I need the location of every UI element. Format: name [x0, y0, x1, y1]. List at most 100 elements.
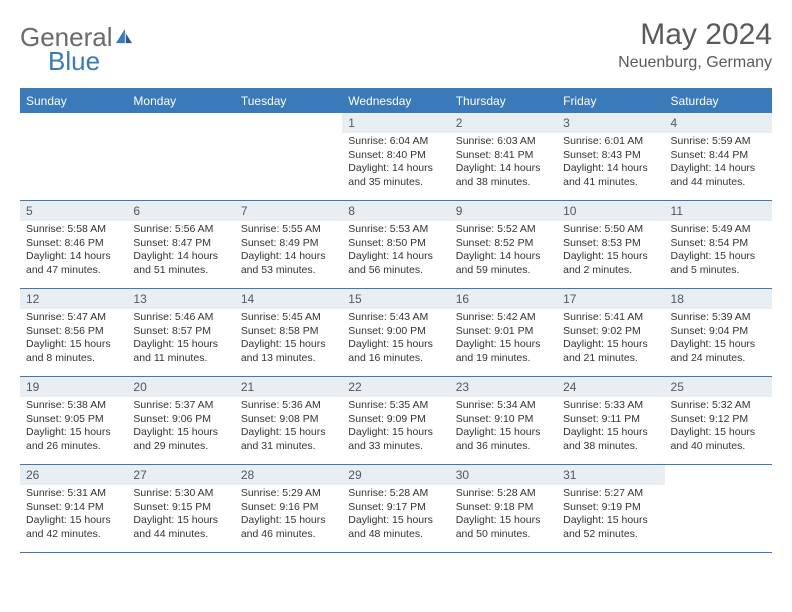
- sunset-line: Sunset: 8:50 PM: [348, 237, 443, 251]
- weekday-header: Friday: [557, 89, 664, 113]
- calendar-day-cell: 13Sunrise: 5:46 AMSunset: 8:57 PMDayligh…: [127, 289, 234, 377]
- day-number: 30: [450, 465, 557, 485]
- day-details: Sunrise: 5:29 AMSunset: 9:16 PMDaylight:…: [235, 485, 342, 546]
- day-details: Sunrise: 5:59 AMSunset: 8:44 PMDaylight:…: [665, 133, 772, 194]
- daylight-line: Daylight: 15 hours and 38 minutes.: [563, 426, 658, 453]
- day-details: Sunrise: 5:46 AMSunset: 8:57 PMDaylight:…: [127, 309, 234, 370]
- day-details: Sunrise: 5:49 AMSunset: 8:54 PMDaylight:…: [665, 221, 772, 282]
- sunrise-line: Sunrise: 5:56 AM: [133, 223, 228, 237]
- day-details: Sunrise: 5:55 AMSunset: 8:49 PMDaylight:…: [235, 221, 342, 282]
- sunrise-line: Sunrise: 5:27 AM: [563, 487, 658, 501]
- sunrise-line: Sunrise: 5:36 AM: [241, 399, 336, 413]
- day-details: Sunrise: 5:34 AMSunset: 9:10 PMDaylight:…: [450, 397, 557, 458]
- logo-text-blue: Blue: [48, 46, 100, 76]
- daylight-line: Daylight: 14 hours and 53 minutes.: [241, 250, 336, 277]
- daylight-line: Daylight: 15 hours and 36 minutes.: [456, 426, 551, 453]
- sunrise-line: Sunrise: 6:01 AM: [563, 135, 658, 149]
- sunrise-line: Sunrise: 5:28 AM: [456, 487, 551, 501]
- daylight-line: Daylight: 15 hours and 21 minutes.: [563, 338, 658, 365]
- daylight-line: Daylight: 15 hours and 52 minutes.: [563, 514, 658, 541]
- day-details: Sunrise: 5:53 AMSunset: 8:50 PMDaylight:…: [342, 221, 449, 282]
- sunset-line: Sunset: 9:01 PM: [456, 325, 551, 339]
- daylight-line: Daylight: 15 hours and 2 minutes.: [563, 250, 658, 277]
- calendar-day-cell: 3Sunrise: 6:01 AMSunset: 8:43 PMDaylight…: [557, 113, 664, 201]
- sunrise-line: Sunrise: 5:37 AM: [133, 399, 228, 413]
- sunset-line: Sunset: 8:46 PM: [26, 237, 121, 251]
- day-number: 1: [342, 113, 449, 133]
- sunset-line: Sunset: 8:53 PM: [563, 237, 658, 251]
- day-number: 16: [450, 289, 557, 309]
- calendar-day-cell: 17Sunrise: 5:41 AMSunset: 9:02 PMDayligh…: [557, 289, 664, 377]
- calendar-day-cell: [665, 465, 772, 553]
- day-number: 12: [20, 289, 127, 309]
- calendar-day-cell: 31Sunrise: 5:27 AMSunset: 9:19 PMDayligh…: [557, 465, 664, 553]
- daylight-line: Daylight: 14 hours and 56 minutes.: [348, 250, 443, 277]
- daylight-line: Daylight: 15 hours and 16 minutes.: [348, 338, 443, 365]
- calendar-table: SundayMondayTuesdayWednesdayThursdayFrid…: [20, 88, 772, 553]
- sunset-line: Sunset: 9:15 PM: [133, 501, 228, 515]
- daylight-line: Daylight: 15 hours and 46 minutes.: [241, 514, 336, 541]
- day-number: 8: [342, 201, 449, 221]
- sunset-line: Sunset: 9:09 PM: [348, 413, 443, 427]
- sunrise-line: Sunrise: 5:50 AM: [563, 223, 658, 237]
- sunrise-line: Sunrise: 5:30 AM: [133, 487, 228, 501]
- sunrise-line: Sunrise: 5:38 AM: [26, 399, 121, 413]
- sunrise-line: Sunrise: 5:55 AM: [241, 223, 336, 237]
- daylight-line: Daylight: 14 hours and 38 minutes.: [456, 162, 551, 189]
- calendar-day-cell: [20, 113, 127, 201]
- calendar-day-cell: 15Sunrise: 5:43 AMSunset: 9:00 PMDayligh…: [342, 289, 449, 377]
- daylight-line: Daylight: 15 hours and 29 minutes.: [133, 426, 228, 453]
- day-number: 2: [450, 113, 557, 133]
- day-details: Sunrise: 5:38 AMSunset: 9:05 PMDaylight:…: [20, 397, 127, 458]
- calendar-week-row: 12Sunrise: 5:47 AMSunset: 8:56 PMDayligh…: [20, 289, 772, 377]
- calendar-body: 1Sunrise: 6:04 AMSunset: 8:40 PMDaylight…: [20, 113, 772, 553]
- calendar-day-cell: 21Sunrise: 5:36 AMSunset: 9:08 PMDayligh…: [235, 377, 342, 465]
- daylight-line: Daylight: 15 hours and 40 minutes.: [671, 426, 766, 453]
- calendar-day-cell: 2Sunrise: 6:03 AMSunset: 8:41 PMDaylight…: [450, 113, 557, 201]
- day-details: Sunrise: 5:36 AMSunset: 9:08 PMDaylight:…: [235, 397, 342, 458]
- sunset-line: Sunset: 9:05 PM: [26, 413, 121, 427]
- day-number: 27: [127, 465, 234, 485]
- day-number: 9: [450, 201, 557, 221]
- day-details: Sunrise: 5:56 AMSunset: 8:47 PMDaylight:…: [127, 221, 234, 282]
- sunrise-line: Sunrise: 5:46 AM: [133, 311, 228, 325]
- sunrise-line: Sunrise: 5:43 AM: [348, 311, 443, 325]
- calendar-day-cell: 30Sunrise: 5:28 AMSunset: 9:18 PMDayligh…: [450, 465, 557, 553]
- calendar-day-cell: 11Sunrise: 5:49 AMSunset: 8:54 PMDayligh…: [665, 201, 772, 289]
- calendar-day-cell: 19Sunrise: 5:38 AMSunset: 9:05 PMDayligh…: [20, 377, 127, 465]
- sunrise-line: Sunrise: 5:31 AM: [26, 487, 121, 501]
- daylight-line: Daylight: 14 hours and 44 minutes.: [671, 162, 766, 189]
- calendar-day-cell: [235, 113, 342, 201]
- sunrise-line: Sunrise: 5:49 AM: [671, 223, 766, 237]
- day-details: Sunrise: 5:30 AMSunset: 9:15 PMDaylight:…: [127, 485, 234, 546]
- sunrise-line: Sunrise: 5:29 AM: [241, 487, 336, 501]
- sunset-line: Sunset: 8:57 PM: [133, 325, 228, 339]
- sunset-line: Sunset: 8:56 PM: [26, 325, 121, 339]
- calendar-day-cell: 27Sunrise: 5:30 AMSunset: 9:15 PMDayligh…: [127, 465, 234, 553]
- day-details: Sunrise: 6:04 AMSunset: 8:40 PMDaylight:…: [342, 133, 449, 194]
- day-details: Sunrise: 5:27 AMSunset: 9:19 PMDaylight:…: [557, 485, 664, 546]
- day-number: 10: [557, 201, 664, 221]
- sunrise-line: Sunrise: 5:58 AM: [26, 223, 121, 237]
- daylight-line: Daylight: 15 hours and 5 minutes.: [671, 250, 766, 277]
- sunset-line: Sunset: 8:41 PM: [456, 149, 551, 163]
- daylight-line: Daylight: 15 hours and 8 minutes.: [26, 338, 121, 365]
- day-details: Sunrise: 5:52 AMSunset: 8:52 PMDaylight:…: [450, 221, 557, 282]
- weekday-header: Sunday: [20, 89, 127, 113]
- daylight-line: Daylight: 15 hours and 31 minutes.: [241, 426, 336, 453]
- day-number: 25: [665, 377, 772, 397]
- calendar-day-cell: 7Sunrise: 5:55 AMSunset: 8:49 PMDaylight…: [235, 201, 342, 289]
- daylight-line: Daylight: 15 hours and 44 minutes.: [133, 514, 228, 541]
- sunrise-line: Sunrise: 5:35 AM: [348, 399, 443, 413]
- day-number: 6: [127, 201, 234, 221]
- day-details: Sunrise: 5:31 AMSunset: 9:14 PMDaylight:…: [20, 485, 127, 546]
- daylight-line: Daylight: 15 hours and 50 minutes.: [456, 514, 551, 541]
- sunset-line: Sunset: 8:47 PM: [133, 237, 228, 251]
- empty-day: [127, 113, 234, 133]
- calendar-week-row: 19Sunrise: 5:38 AMSunset: 9:05 PMDayligh…: [20, 377, 772, 465]
- daylight-line: Daylight: 14 hours and 51 minutes.: [133, 250, 228, 277]
- sunset-line: Sunset: 9:10 PM: [456, 413, 551, 427]
- sunrise-line: Sunrise: 5:47 AM: [26, 311, 121, 325]
- day-number: 24: [557, 377, 664, 397]
- day-number: 26: [20, 465, 127, 485]
